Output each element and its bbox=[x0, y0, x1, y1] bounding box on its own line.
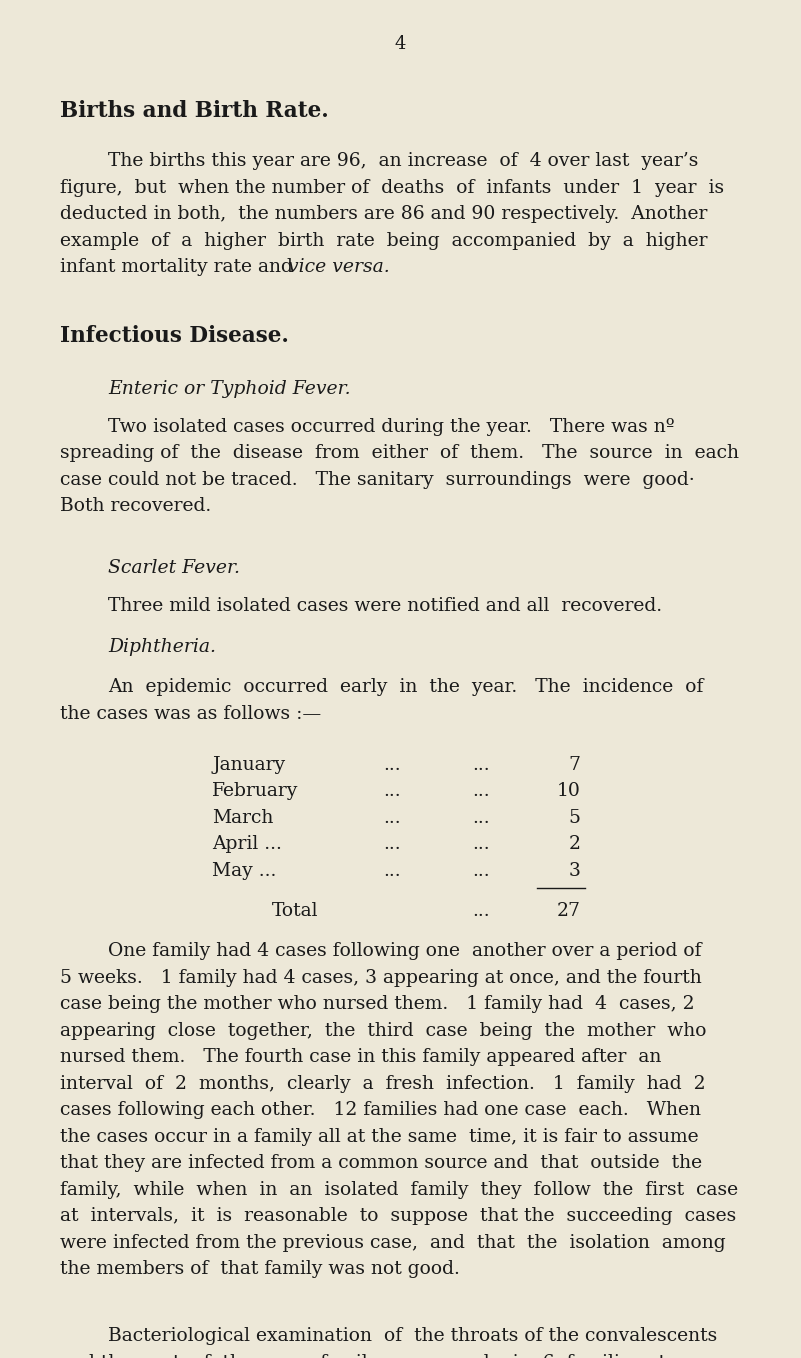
Text: case could not be traced.   The sanitary  surroundings  were  good·: case could not be traced. The sanitary s… bbox=[60, 470, 694, 489]
Text: April ...: April ... bbox=[212, 835, 282, 853]
Text: ...: ... bbox=[384, 835, 401, 853]
Text: ...: ... bbox=[384, 755, 401, 774]
Text: spreading of  the  disease  from  either  of  them.   The  source  in  each: spreading of the disease from either of … bbox=[60, 444, 739, 462]
Text: deducted in both,  the numbers are 86 and 90 respectively.  Another: deducted in both, the numbers are 86 and… bbox=[60, 205, 707, 223]
Text: case being the mother who nursed them.   1 family had  4  cases, 2: case being the mother who nursed them. 1… bbox=[60, 995, 694, 1013]
Text: Diphtheria.: Diphtheria. bbox=[108, 637, 216, 656]
Text: 10: 10 bbox=[557, 782, 581, 800]
Text: An  epidemic  occurred  early  in  the  year.   The  incidence  of: An epidemic occurred early in the year. … bbox=[108, 678, 703, 697]
Text: 3: 3 bbox=[569, 862, 581, 880]
Text: at  intervals,  it  is  reasonable  to  suppose  that the  succeeding  cases: at intervals, it is reasonable to suppos… bbox=[60, 1207, 736, 1225]
Text: and the  rest  of  the same  family  were  made  in  6  families,  to  ascer-: and the rest of the same family were mad… bbox=[60, 1354, 747, 1358]
Text: Infectious Disease.: Infectious Disease. bbox=[60, 326, 289, 348]
Text: 7: 7 bbox=[569, 755, 581, 774]
Text: the cases was as follows :—: the cases was as follows :— bbox=[60, 705, 321, 722]
Text: that they are infected from a common source and  that  outside  the: that they are infected from a common sou… bbox=[60, 1154, 702, 1172]
Text: ...: ... bbox=[384, 809, 401, 827]
Text: 2: 2 bbox=[569, 835, 581, 853]
Text: The births this year are 96,  an increase  of  4 over last  year’s: The births this year are 96, an increase… bbox=[108, 152, 698, 170]
Text: February: February bbox=[212, 782, 299, 800]
Text: 27: 27 bbox=[557, 902, 581, 919]
Text: One family had 4 cases following one  another over a period of: One family had 4 cases following one ano… bbox=[108, 942, 702, 960]
Text: Three mild isolated cases were notified and all  recovered.: Three mild isolated cases were notified … bbox=[108, 596, 662, 615]
Text: ...: ... bbox=[384, 782, 401, 800]
Text: Two isolated cases occurred during the year.   There was nº: Two isolated cases occurred during the y… bbox=[108, 418, 674, 436]
Text: May ...: May ... bbox=[212, 862, 276, 880]
Text: nursed them.   The fourth case in this family appeared after  an: nursed them. The fourth case in this fam… bbox=[60, 1048, 662, 1066]
Text: vice versa.: vice versa. bbox=[288, 258, 390, 276]
Text: cases following each other.   12 families had one case  each.   When: cases following each other. 12 families … bbox=[60, 1101, 701, 1119]
Text: 5 weeks.   1 family had 4 cases, 3 appearing at once, and the fourth: 5 weeks. 1 family had 4 cases, 3 appeari… bbox=[60, 970, 702, 987]
Text: Births and Birth Rate.: Births and Birth Rate. bbox=[60, 100, 329, 122]
Text: the cases occur in a family all at the same  time, it is fair to assume: the cases occur in a family all at the s… bbox=[60, 1127, 698, 1146]
Text: ...: ... bbox=[472, 902, 489, 919]
Text: were infected from the previous case,  and  that  the  isolation  among: were infected from the previous case, an… bbox=[60, 1234, 726, 1252]
Text: ...: ... bbox=[472, 835, 489, 853]
Text: ...: ... bbox=[472, 809, 489, 827]
Text: ...: ... bbox=[472, 862, 489, 880]
Text: Bacteriological examination  of  the throats of the convalescents: Bacteriological examination of the throa… bbox=[108, 1328, 718, 1346]
Text: Scarlet Fever.: Scarlet Fever. bbox=[108, 558, 240, 577]
Text: infant mortality rate and: infant mortality rate and bbox=[60, 258, 299, 276]
Text: March: March bbox=[212, 809, 274, 827]
Text: ...: ... bbox=[472, 782, 489, 800]
Text: interval  of  2  months,  clearly  a  fresh  infection.   1  family  had  2: interval of 2 months, clearly a fresh in… bbox=[60, 1076, 706, 1093]
Text: Both recovered.: Both recovered. bbox=[60, 497, 211, 515]
Text: appearing  close  together,  the  third  case  being  the  mother  who: appearing close together, the third case… bbox=[60, 1023, 706, 1040]
Text: the members of  that family was not good.: the members of that family was not good. bbox=[60, 1260, 460, 1278]
Text: 5: 5 bbox=[569, 809, 581, 827]
Text: 4: 4 bbox=[395, 35, 406, 53]
Text: family,  while  when  in  an  isolated  family  they  follow  the  first  case: family, while when in an isolated family… bbox=[60, 1181, 739, 1199]
Text: Enteric or Typhoid Fever.: Enteric or Typhoid Fever. bbox=[108, 379, 351, 398]
Text: ...: ... bbox=[472, 755, 489, 774]
Text: Total: Total bbox=[272, 902, 319, 919]
Text: ...: ... bbox=[384, 862, 401, 880]
Text: figure,  but  when the number of  deaths  of  infants  under  1  year  is: figure, but when the number of deaths of… bbox=[60, 179, 724, 197]
Text: example  of  a  higher  birth  rate  being  accompanied  by  a  higher: example of a higher birth rate being acc… bbox=[60, 231, 707, 250]
Text: January: January bbox=[212, 755, 285, 774]
